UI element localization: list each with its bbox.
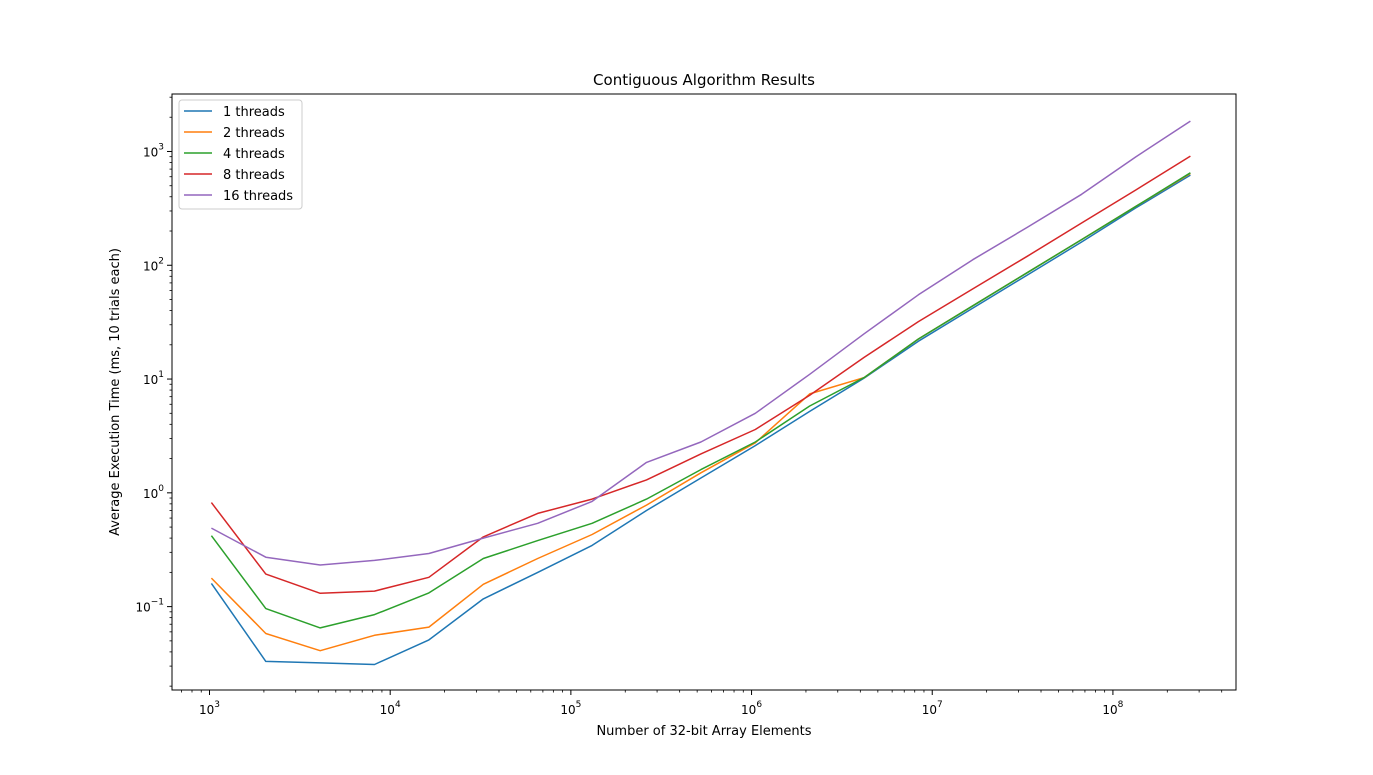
x-tick-label-base: 10 [741,703,756,717]
x-tick-label-exponent: 3 [214,700,220,710]
x-tick-label-base: 10 [922,703,937,717]
legend-label: 4 threads [223,147,285,162]
series-line-8-threads [210,155,1191,595]
legend: 1 threads 2 threads 4 threads 8 threads 16 t… [178,99,303,210]
x-tick-label: 104 [380,700,401,717]
y-tick-label-base: 10 [143,259,158,273]
series-line-4-threads [210,172,1191,629]
x-tick-label: 107 [922,700,943,717]
y-tick-label-base: 10 [143,373,158,387]
y-tick-label-exponent: 3 [158,142,164,152]
x-tick-label-exponent: 8 [1118,700,1124,710]
x-tick-label-base: 10 [1102,703,1117,717]
x-tick-label-exponent: 4 [395,700,401,710]
y-tick-label: 101 [143,370,164,387]
x-tick-label-base: 10 [560,703,575,717]
legend-label: 8 threads [223,168,285,183]
axes-frame [171,93,1237,691]
chart-title: Contiguous Algorithm Results [593,71,815,89]
x-tick-label-exponent: 7 [937,700,943,710]
series-line-16-threads [211,120,1191,566]
x-axis-label: Number of 32-bit Array Elements [596,724,811,739]
x-tick-label-exponent: 6 [756,700,762,710]
x-tick-label: 106 [741,700,762,717]
y-tick-label: 100 [143,484,164,501]
y-tick-label: 102 [143,256,164,273]
y-tick-label-exponent: 1 [158,370,164,380]
y-tick-label-base: 10 [143,487,158,501]
x-tick-label: 108 [1102,700,1123,717]
y-tick-label-exponent: 2 [158,256,164,266]
legend-label: 16 threads [223,189,293,204]
y-tick-label-base: 10 [143,145,158,159]
legend-box [178,99,303,210]
y-tick-label: 10−1 [135,598,164,615]
legend-label: 2 threads [223,126,285,141]
y-tick-label-exponent: −1 [151,598,164,608]
y-tick-label-exponent: 0 [158,484,164,494]
y-axis-label: Average Execution Time (ms, 10 trials ea… [108,248,123,536]
y-tick-label-base: 10 [135,601,150,615]
x-tick-label-base: 10 [199,703,214,717]
legend-label: 1 threads [223,105,285,120]
x-tick-label: 105 [560,700,581,717]
series-line-1-threads [210,174,1191,666]
x-tick-label-exponent: 5 [576,700,582,710]
x-tick-label-base: 10 [380,703,395,717]
y-tick-label: 103 [143,142,164,159]
x-tick-label: 103 [199,700,220,717]
